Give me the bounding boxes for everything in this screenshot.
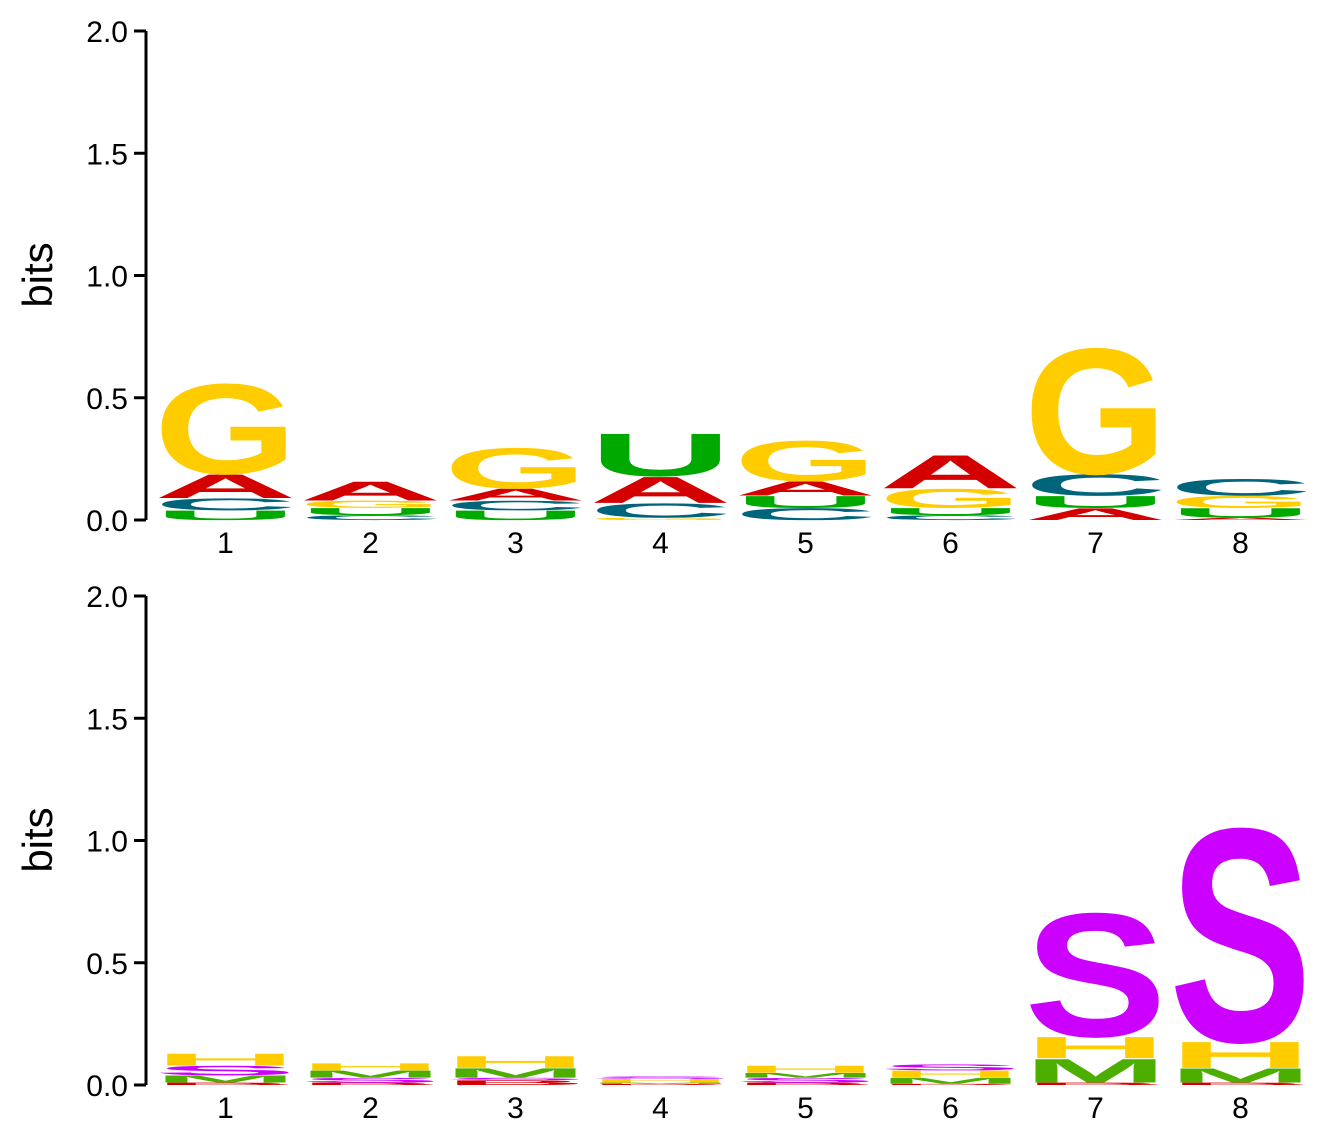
y-tick-label: 0.5	[86, 948, 128, 981]
position-label: 3	[507, 1092, 524, 1125]
position-label: 8	[1232, 527, 1249, 560]
logo-letter-U: U	[589, 421, 732, 489]
logo-letter-H: H	[299, 1061, 442, 1072]
y-tick-label: 2.0	[86, 16, 128, 49]
logo-panel-top: 0.00.51.01.52.0bits1UCAG2CUGA3UCAG4GCAU5…	[14, 16, 1312, 560]
position-label: 4	[652, 1092, 669, 1125]
logo-letter-A: A	[299, 476, 442, 506]
position-label: 7	[1087, 527, 1104, 560]
position-label: 1	[217, 1092, 234, 1125]
position-label: 5	[797, 1092, 814, 1125]
logo-letter-S: S	[589, 1076, 732, 1080]
logo-letter-G: G	[734, 429, 877, 493]
y-tick-label: 1.0	[86, 261, 128, 294]
logo-letter-S: S	[879, 1063, 1022, 1072]
y-tick-label: 0.0	[86, 505, 128, 538]
logo-letter-G: G	[1024, 310, 1167, 512]
y-tick-label: 1.5	[86, 703, 128, 736]
position-label: 7	[1087, 1092, 1104, 1125]
logo-letter-H: H	[734, 1064, 877, 1075]
logo-letter-S: S	[1169, 764, 1312, 1106]
logo-letter-H: H	[154, 1050, 297, 1069]
position-label: 1	[217, 527, 234, 560]
logo-letter-G: G	[154, 357, 297, 502]
position-label: 6	[942, 1092, 959, 1125]
position-label: 5	[797, 527, 814, 560]
y-axis-label: bits	[14, 807, 61, 872]
position-label: 6	[942, 527, 959, 560]
y-tick-label: 0.5	[86, 383, 128, 416]
logo-letter-A: A	[879, 445, 1022, 498]
logo-letter-S: S	[1024, 876, 1167, 1074]
position-label: 3	[507, 527, 524, 560]
position-label: 2	[362, 527, 379, 560]
y-axis-label: bits	[14, 242, 61, 307]
logo-letter-C: C	[1169, 474, 1312, 501]
y-tick-label: 1.0	[86, 826, 128, 859]
logo-panel-bottom: 0.00.51.01.52.0bits1BMSH2BSMH3BSMH4BMHS5…	[14, 581, 1312, 1125]
logo-letter-H: H	[444, 1053, 587, 1072]
position-label: 4	[652, 527, 669, 560]
position-label: 2	[362, 1092, 379, 1125]
logo-letter-G: G	[444, 436, 587, 500]
y-tick-label: 2.0	[86, 581, 128, 614]
y-tick-label: 1.5	[86, 138, 128, 171]
y-tick-label: 0.0	[86, 1070, 128, 1103]
